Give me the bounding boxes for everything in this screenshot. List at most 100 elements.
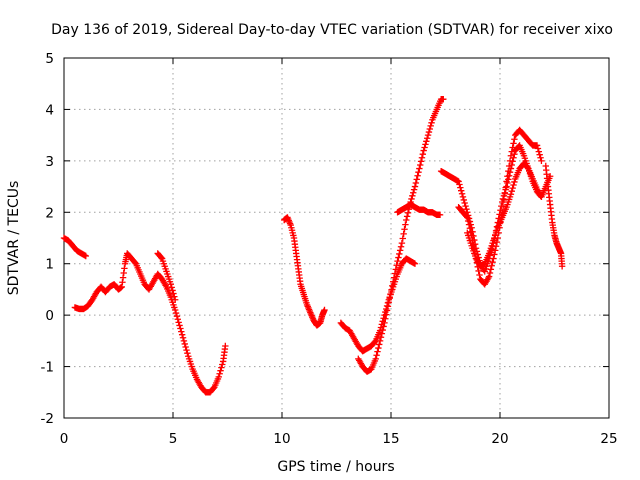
data-point xyxy=(412,179,420,187)
data-point xyxy=(493,238,501,246)
data-point xyxy=(476,271,483,279)
data-point xyxy=(533,142,541,149)
data-point xyxy=(462,202,469,210)
data-point xyxy=(176,322,183,329)
y-tick-label: 4 xyxy=(45,102,54,118)
data-point xyxy=(399,235,406,242)
data-point xyxy=(413,176,420,183)
data-point xyxy=(505,162,513,170)
data-series xyxy=(464,160,545,270)
y-tick-label: 1 xyxy=(45,257,54,273)
data-point xyxy=(375,344,382,352)
data-point xyxy=(392,266,399,273)
data-point xyxy=(411,183,419,190)
data-point xyxy=(455,178,462,185)
data-point xyxy=(510,181,517,189)
data-point xyxy=(219,361,226,368)
data-point xyxy=(119,274,127,281)
data-point xyxy=(463,213,470,220)
data-series xyxy=(60,234,89,260)
y-tick-label: 0 xyxy=(45,308,54,324)
data-point xyxy=(535,148,543,155)
data-point xyxy=(182,343,189,351)
data-point xyxy=(456,181,463,188)
data-point xyxy=(381,319,388,327)
data-point xyxy=(427,122,434,130)
data-point xyxy=(396,250,403,258)
data-point xyxy=(396,247,404,254)
data-point xyxy=(417,158,425,165)
data-point xyxy=(461,199,468,207)
data-point xyxy=(403,216,410,224)
data-point xyxy=(499,195,507,203)
data-point xyxy=(467,228,474,236)
y-tick-label: 3 xyxy=(45,154,54,170)
data-point xyxy=(82,252,89,260)
plot-area xyxy=(63,57,610,419)
data-point xyxy=(383,311,390,318)
data-point xyxy=(172,309,180,317)
data-point xyxy=(171,296,179,303)
data-point xyxy=(121,265,128,272)
data-point xyxy=(395,254,402,261)
grid xyxy=(64,58,609,418)
y-axis-label: SDTVAR / TECUs xyxy=(6,181,22,296)
data-point xyxy=(491,251,498,258)
data-point xyxy=(414,172,421,179)
data-point xyxy=(222,342,229,350)
data-point xyxy=(119,279,126,286)
data-point xyxy=(376,341,383,348)
data-point xyxy=(398,239,406,247)
data-point xyxy=(538,193,545,201)
data-point xyxy=(397,243,405,250)
x-tick-label: 25 xyxy=(600,431,617,447)
data-point xyxy=(168,284,175,291)
data-point xyxy=(402,221,409,228)
data-point xyxy=(374,348,381,355)
data-point xyxy=(537,154,544,161)
data-point xyxy=(458,190,466,197)
data-point xyxy=(384,303,392,310)
data-point xyxy=(411,260,419,267)
data-point xyxy=(382,315,389,322)
data-point xyxy=(537,192,544,200)
x-tick-label: 5 xyxy=(169,431,178,447)
x-axis-label: GPS time / hours xyxy=(277,459,394,475)
data-point xyxy=(510,140,517,147)
data-point xyxy=(425,128,433,136)
data-point xyxy=(372,355,379,363)
data-point xyxy=(488,262,495,269)
data-point xyxy=(378,330,386,337)
data-point xyxy=(419,150,427,158)
data-point xyxy=(511,136,518,143)
x-tick-label: 20 xyxy=(491,431,508,447)
data-point xyxy=(460,196,468,204)
data-point xyxy=(215,373,222,381)
data-point xyxy=(428,119,435,126)
data-point xyxy=(440,95,447,103)
data-point xyxy=(400,230,407,238)
y-tick-label: 5 xyxy=(45,51,54,67)
data-point xyxy=(507,191,515,198)
data-point xyxy=(415,168,422,176)
data-point xyxy=(426,125,434,133)
data-point xyxy=(181,340,188,348)
data-series xyxy=(542,162,566,270)
y-tick-label: -1 xyxy=(41,360,54,376)
data-series xyxy=(71,250,229,396)
data-point xyxy=(169,287,176,294)
data-point xyxy=(464,217,472,225)
data-series xyxy=(154,250,179,303)
data-point xyxy=(383,307,391,314)
data-point xyxy=(508,188,515,195)
data-point xyxy=(418,154,426,161)
data-point xyxy=(379,326,386,334)
data-point xyxy=(217,367,224,374)
data-point xyxy=(387,290,394,298)
data-point xyxy=(420,147,427,154)
chart-title: Day 136 of 2019, Sidereal Day-to-day VTE… xyxy=(51,22,613,38)
data-point xyxy=(390,274,398,281)
data-point xyxy=(173,312,181,320)
data-point xyxy=(183,346,190,354)
